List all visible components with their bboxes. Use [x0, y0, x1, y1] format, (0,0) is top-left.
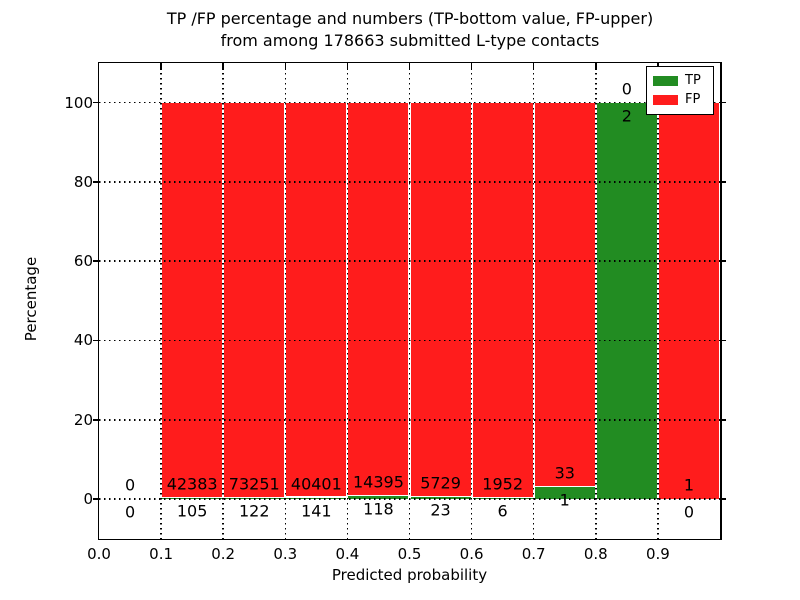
tp-count-label: 6 — [497, 501, 508, 521]
legend-label-tp: TP — [685, 73, 701, 88]
fp-count-label: 1 — [683, 475, 695, 495]
y-tick-left — [93, 101, 99, 104]
v-gridline — [284, 63, 287, 539]
bar-segment-fp — [658, 102, 719, 500]
y-tick-left — [93, 181, 99, 183]
fp-count-label: 14395 — [352, 472, 404, 492]
y-tick-label: 40 — [73, 331, 93, 350]
y-tick-right — [720, 419, 726, 421]
fp-count-label: 42383 — [166, 474, 218, 494]
fp-count-label: 0 — [124, 475, 136, 495]
x-tick-label: 0.4 — [335, 545, 360, 563]
tp-count-label: 141 — [301, 501, 332, 521]
y-tick-right — [720, 181, 726, 183]
right-spine — [720, 63, 722, 541]
chart-title: TP /FP percentage and numbers (TP-bottom… — [100, 8, 720, 52]
bar-segment-fp — [286, 102, 347, 497]
y-tick-label: 80 — [73, 172, 93, 191]
bar-segment-tp — [534, 487, 595, 500]
left-spine — [97, 63, 99, 541]
bottom-spine — [97, 538, 722, 541]
x-tick-label: 0.3 — [273, 545, 298, 563]
v-gridline — [160, 63, 162, 539]
bar-segment-fp — [472, 102, 533, 497]
y-tick-label: 60 — [73, 252, 93, 271]
legend: TP FP — [646, 66, 714, 115]
fp-count-label: 33 — [554, 463, 575, 483]
top-spine — [97, 61, 722, 63]
bar-segment-tp — [410, 497, 471, 500]
x-tick-label: 0.1 — [149, 545, 174, 563]
x-tick-top — [595, 63, 597, 70]
x-tick-top — [470, 63, 473, 70]
legend-swatch-tp-icon — [653, 76, 678, 86]
bar-segment-fp — [534, 102, 595, 487]
v-gridline — [532, 63, 535, 539]
legend-label-fp: FP — [685, 92, 701, 107]
legend-entry-tp: TP — [653, 74, 707, 88]
fp-count-label: 1952 — [482, 474, 523, 494]
tp-count-label: 105 — [176, 501, 208, 521]
v-gridline — [657, 63, 659, 539]
tp-count-label: 23 — [430, 500, 451, 520]
x-tick-label: 0.8 — [583, 545, 608, 563]
y-tick-right — [720, 339, 726, 342]
tp-count-label: 2 — [621, 106, 632, 126]
bar-segment-tp — [348, 495, 409, 500]
chart-title-line1: TP /FP percentage and numbers (TP-bottom… — [166, 9, 654, 28]
x-tick-top — [346, 63, 349, 70]
tp-count-label: 0 — [124, 502, 136, 522]
bar-segment-fp — [224, 102, 285, 498]
y-axis-title: Percentage — [22, 256, 40, 342]
fp-count-label: 40401 — [290, 474, 342, 494]
x-tick-top — [408, 63, 411, 70]
y-tick-right — [720, 101, 726, 104]
v-gridline — [222, 63, 224, 539]
fp-count-label: 73251 — [228, 474, 280, 494]
x-tick-top — [160, 63, 162, 70]
x-tick-top — [222, 63, 224, 70]
v-gridline — [595, 63, 597, 539]
v-gridline — [470, 63, 473, 539]
bar-segment-tp — [596, 102, 657, 500]
y-tick-right — [720, 498, 726, 500]
y-tick-left — [93, 260, 99, 262]
tp-count-label: 122 — [238, 501, 270, 521]
y-tick-right — [720, 260, 726, 262]
legend-swatch-fp-icon — [653, 95, 678, 105]
x-tick-label: 0.7 — [521, 545, 546, 563]
tp-count-label: 1 — [559, 490, 570, 510]
y-tick-left — [93, 498, 99, 500]
legend-entry-fp: FP — [653, 93, 707, 107]
y-tick-label: 20 — [73, 410, 93, 429]
x-axis-title: Predicted probability — [331, 566, 488, 584]
tp-count-label: 118 — [363, 499, 394, 519]
x-tick-label: 0.6 — [459, 545, 484, 563]
x-tick-label: 0.9 — [645, 545, 670, 563]
tp-count-label: 0 — [683, 502, 695, 522]
bar-segment-fp — [348, 102, 409, 495]
fp-count-label: 0 — [621, 79, 632, 99]
x-tick-label: 0.0 — [87, 545, 111, 563]
y-tick-label: 100 — [64, 93, 93, 112]
x-tick-label: 0.5 — [397, 545, 422, 563]
x-tick-top — [532, 63, 535, 70]
y-tick-left — [93, 339, 99, 342]
fp-count-label: 5729 — [420, 473, 461, 493]
x-tick-top — [284, 63, 287, 70]
y-tick-label: 0 — [83, 490, 93, 509]
v-gridline — [346, 63, 349, 539]
bar-segment-fp — [162, 102, 223, 497]
y-tick-left — [93, 419, 99, 421]
v-gridline — [408, 63, 411, 539]
chart-title-line2: from among 178663 submitted L-type conta… — [220, 31, 600, 50]
bar-segment-fp — [410, 102, 471, 497]
x-tick-label: 0.2 — [211, 545, 236, 563]
